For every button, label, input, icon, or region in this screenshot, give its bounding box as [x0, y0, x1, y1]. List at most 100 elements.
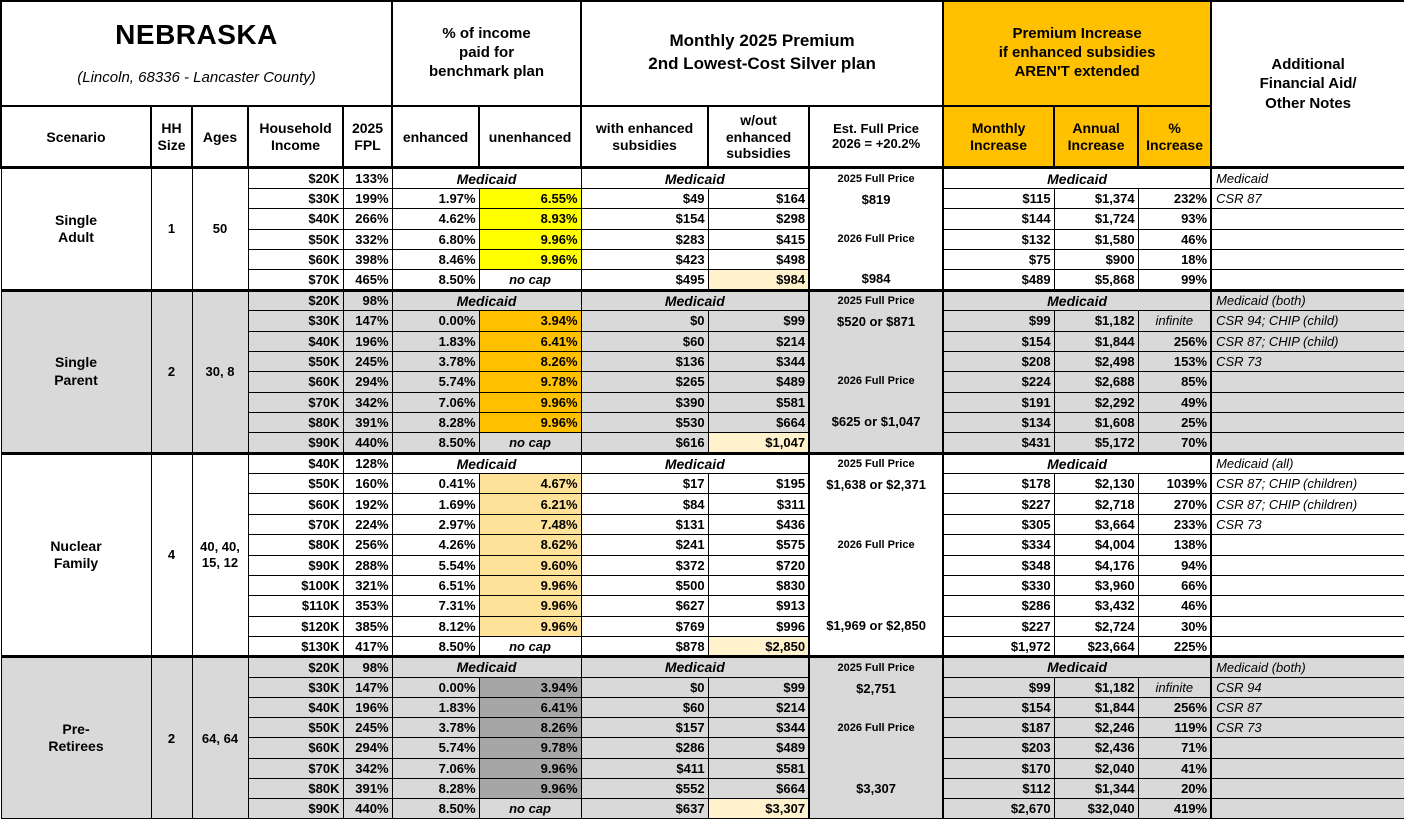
cell-wout-subsidies: $984 [707, 269, 810, 291]
cell-note: CSR 87; CHIP (children) [1210, 473, 1404, 495]
cell-unenhanced-pct: 8.93% [478, 208, 582, 230]
cell-enhanced-pct: 0.41% [391, 473, 480, 495]
cell-wout-subsidies: $344 [707, 717, 810, 739]
cell-unenhanced-pct: 3.94% [478, 676, 582, 698]
full-price-lab: 2026 Full Price [837, 721, 915, 734]
cell-monthly-increase: $334 [942, 534, 1055, 556]
cell-monthly-increase: $489 [942, 269, 1055, 291]
cell-monthly-increase: $187 [942, 717, 1055, 739]
cell-monthly-increase: $348 [942, 554, 1055, 576]
cell-monthly-increase: $227 [942, 615, 1055, 637]
full-price-lab: 2026 Full Price [837, 232, 915, 245]
cell-ages: 30, 8 [191, 288, 249, 454]
cell-household-income: $110K [247, 595, 344, 617]
cell-enhanced-pct: 8.28% [391, 412, 480, 434]
cell-annual-increase: $4,176 [1053, 554, 1139, 576]
cell-hh-size: 4 [150, 451, 193, 658]
cell-fpl: 98% [342, 288, 393, 312]
col-header-hh-size: HH Size [150, 104, 193, 169]
cell-pct-increase: 99% [1137, 269, 1212, 291]
full-price-empty [811, 332, 941, 352]
cell-enhanced-pct: 4.26% [391, 534, 480, 556]
cell-wout-subsidies: $436 [707, 513, 810, 536]
cell-note [1210, 228, 1404, 250]
cell-note [1210, 737, 1404, 759]
cell-scenario: Single Parent [0, 288, 152, 454]
table-row: $60K 294% 5.74% 9.78% $286 $489 $203 $2,436 71% [1, 737, 1404, 759]
cell-household-income: $80K [247, 534, 344, 556]
full-price-empty [811, 698, 941, 718]
full-price-val: $1,638 or $2,371 [826, 477, 926, 493]
cell-enhanced-pct: 8.50% [391, 635, 480, 658]
cell-enhanced-pct: 3.78% [391, 350, 480, 373]
cell-enhanced-pct: 1.83% [391, 696, 480, 719]
full-price-lab: 2025 Full Price [837, 458, 915, 471]
cell-note [1210, 371, 1404, 393]
cell-with-subsidies: $390 [580, 391, 709, 414]
cell-unenhanced-pct: 9.96% [478, 777, 582, 800]
cell-unenhanced-pct: 6.55% [478, 187, 582, 210]
cell-fpl: 196% [342, 330, 393, 352]
cell-wout-subsidies: $214 [707, 696, 810, 719]
group-header-pct-income: % of income paid for benchmark plan [391, 0, 583, 107]
cell-with-subsidies: $154 [580, 208, 709, 230]
cell-wout-subsidies: $489 [707, 371, 810, 393]
cell-household-income: $60K [247, 371, 344, 393]
cell-unenhanced-pct: no cap [478, 269, 582, 291]
cell-with-subsidies: $17 [580, 473, 709, 495]
cell-pct-increase: 25% [1137, 412, 1212, 434]
cell-pct-increase: 66% [1137, 574, 1212, 597]
cell-wout-subsidies: $575 [707, 534, 810, 556]
cell-annual-increase: $2,718 [1053, 493, 1139, 515]
cell-enhanced-pct: 8.46% [391, 248, 480, 271]
cell-fpl: 128% [342, 451, 393, 475]
cell-wout-subsidies: $2,850 [707, 635, 810, 658]
table-row: $90K 440% 8.50% no cap $616 $1,047 $431 $5,172 7… [1, 432, 1404, 454]
table-row: $70K 342% 7.06% 9.96% $411 $581 $170 $2,040 41% [1, 757, 1404, 779]
cell-wout-subsidies: $415 [707, 228, 810, 250]
cell-fpl: 288% [342, 554, 393, 576]
col-header-monthly-increase: Monthly Increase [942, 104, 1056, 169]
cell-est-full-price: 2025 Full Price $1,638 or $2,371 2026 Full… [808, 451, 945, 658]
cell-monthly-increase: $99 [942, 676, 1055, 698]
cell-monthly-increase: $2,670 [942, 798, 1055, 819]
cell-wout-subsidies: $581 [707, 391, 810, 414]
cell-annual-increase: $23,664 [1053, 635, 1139, 658]
table-row: $50K 245% 3.78% 8.26% $157 $344 $187 $2,246 119%… [1, 717, 1404, 739]
cell-wout-subsidies: $344 [707, 350, 810, 373]
cell-annual-increase: $5,172 [1053, 432, 1139, 454]
cell-unenhanced-pct: 9.96% [478, 228, 582, 250]
cell-note [1210, 574, 1404, 597]
cell-monthly-increase: $203 [942, 737, 1055, 759]
table-row: $60K 294% 5.74% 9.78% $265 $489 $224 $2,688 85% [1, 371, 1404, 393]
cell-household-income: $20K [247, 288, 344, 312]
col-header-enhanced: enhanced [391, 104, 481, 169]
full-price-empty [811, 758, 941, 778]
table-row: $80K 391% 8.28% 9.96% $530 $664 $134 $1,608 25% [1, 412, 1404, 434]
cell-medicaid-increase: Medicaid [942, 166, 1212, 189]
cell-household-income: $30K [247, 676, 344, 698]
cell-note [1210, 595, 1404, 617]
table-row: $90K 288% 5.54% 9.60% $372 $720 $348 $4,176 94% [1, 554, 1404, 576]
cell-note [1210, 757, 1404, 779]
table-row: $30K 199% 1.97% 6.55% $49 $164 $115 $1,374 232% C… [1, 187, 1404, 210]
cell-monthly-increase: $134 [942, 412, 1055, 434]
cell-fpl: 224% [342, 513, 393, 536]
cell-pct-increase: 1039% [1137, 473, 1212, 495]
cell-household-income: $30K [247, 187, 344, 210]
cell-fpl: 256% [342, 534, 393, 556]
cell-wout-subsidies: $164 [707, 187, 810, 210]
cell-est-full-price: 2025 Full Price $520 or $871 2026 Full Pri… [808, 288, 945, 454]
full-price-empty [811, 595, 941, 615]
cell-wout-subsidies: $581 [707, 757, 810, 779]
cell-wout-subsidies: $664 [707, 412, 810, 434]
table-row: Nuclear Family 4 40, 40, 15, 12 $40K 128% Med… [0, 451, 1404, 658]
cell-with-subsidies: $241 [580, 534, 709, 556]
cell-household-income: $130K [247, 635, 344, 658]
cell-monthly-increase: $191 [942, 391, 1055, 414]
cell-fpl: 332% [342, 228, 393, 250]
cell-est-full-price: 2025 Full Price $819 2026 Full Price $984 [808, 166, 945, 291]
cell-wout-subsidies: $99 [707, 676, 810, 698]
cell-with-subsidies: $60 [580, 696, 709, 719]
cell-household-income: $50K [247, 228, 344, 250]
